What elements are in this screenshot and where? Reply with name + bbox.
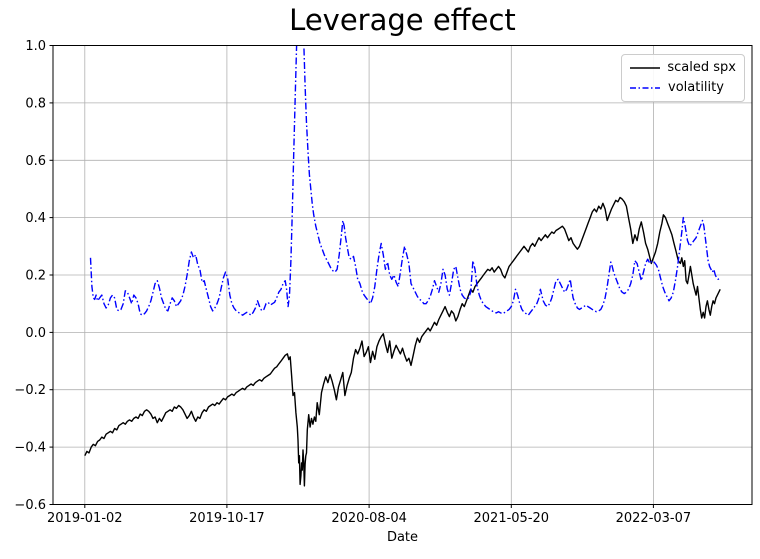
series-volatility (89, 45, 721, 316)
y-tick-label: 0.6 (25, 154, 46, 169)
legend: scaled spx volatility (621, 54, 745, 102)
y-tick-label: 0.4 (25, 211, 46, 226)
y-tick-label: −0.2 (14, 383, 46, 398)
y-tick-label: 0.0 (25, 326, 46, 341)
series-lines (84, 45, 721, 487)
legend-item-volatility: volatility (629, 79, 736, 96)
x-tick-label: 2019-10-17 (189, 511, 265, 526)
x-tick-label: 2021-05-20 (474, 511, 550, 526)
x-axis-label: Date (386, 530, 419, 545)
grid-lines (53, 45, 752, 505)
series-scaled-spx (84, 196, 721, 487)
y-tick-label: −0.6 (14, 498, 46, 513)
y-tick-label: 1.0 (25, 39, 46, 54)
legend-solid-line-icon (630, 66, 660, 69)
x-tick-label: 2022-03-07 (616, 511, 692, 526)
y-tick-label: 0.2 (25, 269, 46, 284)
legend-item-scaled-spx: scaled spx (629, 59, 736, 76)
tick-labels: 2019-01-02 2019-10-17 2020-08-04 2021-05-20… (14, 39, 691, 526)
x-tick-label: 2019-01-02 (47, 511, 123, 526)
legend-dashdot-line-icon (630, 86, 660, 89)
x-tick-label: 2020-08-04 (331, 511, 407, 526)
legend-label-scaled-spx: scaled spx (667, 60, 736, 75)
y-tick-label: −0.4 (14, 441, 46, 456)
chart-title: Leverage effect (289, 3, 516, 37)
legend-label-volatility: volatility (668, 80, 724, 95)
y-tick-label: 0.8 (25, 96, 46, 111)
axis-ticks (49, 45, 654, 508)
